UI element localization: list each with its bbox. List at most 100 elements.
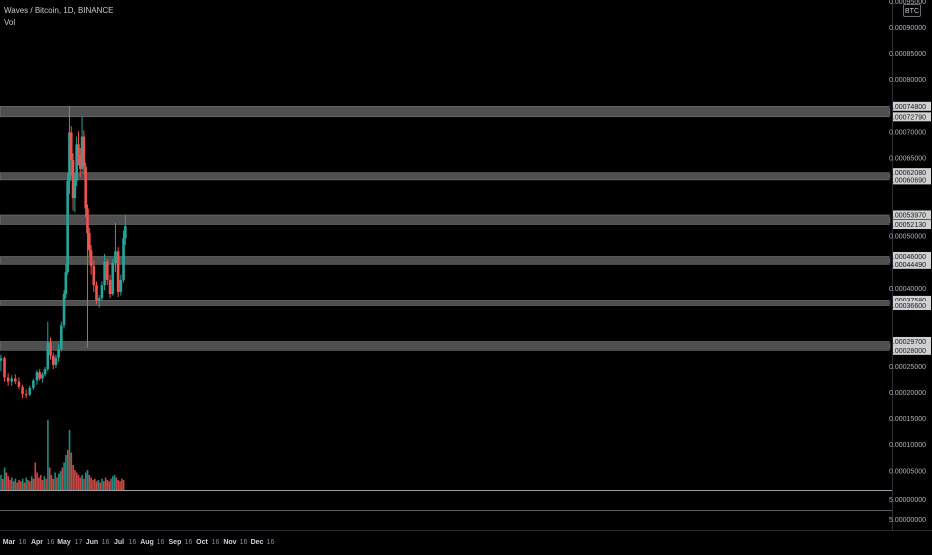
time-tick-label: 16 <box>19 539 27 546</box>
time-tick-label: 16 <box>267 539 275 546</box>
zone-label-box <box>893 168 931 178</box>
candle-body[interactable] <box>114 251 117 263</box>
candle-body[interactable] <box>95 285 98 301</box>
candle-body[interactable] <box>57 349 60 358</box>
volume-bar <box>119 481 121 490</box>
chart-title: Waves / Bitcoin, 1D, BINANCE <box>4 6 114 15</box>
candle-body[interactable] <box>87 233 91 251</box>
volume-bar <box>43 476 46 490</box>
volume-bar <box>7 476 10 490</box>
candle-body[interactable] <box>24 394 28 396</box>
price-zone-3[interactable] <box>0 256 891 265</box>
candle-body[interactable] <box>64 272 68 295</box>
candle-body[interactable] <box>103 261 106 286</box>
zone-label-text: 0.00072790 <box>889 114 926 121</box>
candle-body[interactable] <box>0 358 3 361</box>
candle-body[interactable] <box>69 132 73 161</box>
candle-body[interactable] <box>3 358 6 378</box>
candle-body[interactable] <box>106 261 109 280</box>
volume-bar <box>106 480 109 490</box>
volume-bar <box>25 477 28 490</box>
candle-body[interactable] <box>80 136 84 169</box>
price-tick-label: 0.00020000 <box>889 390 926 397</box>
candle-body[interactable] <box>43 369 47 375</box>
candle-body[interactable] <box>97 298 101 301</box>
candle-body[interactable] <box>54 357 58 365</box>
volume-bar <box>23 482 26 490</box>
currency-badge[interactable]: BTC <box>903 4 921 17</box>
zone-label-box <box>893 336 931 346</box>
volume-bar <box>81 475 83 490</box>
volume-bar <box>45 478 47 490</box>
time-tick-label: 16 <box>47 539 55 546</box>
volume-bar <box>65 455 67 490</box>
candle-body[interactable] <box>66 180 69 273</box>
time-tick-label: 16 <box>212 539 220 546</box>
price-tick-label: 0.00065000 <box>889 155 926 162</box>
candle-body[interactable] <box>84 166 87 209</box>
zone-label-box <box>893 175 931 185</box>
candle-body[interactable] <box>49 342 52 356</box>
volume-bar <box>20 481 22 490</box>
price-tick-label: 0.00040000 <box>889 286 926 293</box>
candle-body[interactable] <box>100 285 104 299</box>
candle-body[interactable] <box>14 378 17 382</box>
price-zone-2[interactable] <box>0 214 891 225</box>
candle-body[interactable] <box>62 294 66 326</box>
price-zone-4[interactable] <box>0 300 891 306</box>
price-zone-5[interactable] <box>0 341 891 351</box>
price-zone-0[interactable] <box>0 106 891 118</box>
candle-body[interactable] <box>111 262 115 295</box>
candle-body[interactable] <box>122 238 125 280</box>
candle-body[interactable] <box>41 374 44 379</box>
candle-body[interactable] <box>28 387 32 395</box>
volume-bar <box>72 465 74 490</box>
candle-body[interactable] <box>6 377 10 382</box>
candle-body[interactable] <box>78 154 82 169</box>
volume-bar <box>9 480 11 490</box>
candle-body[interactable] <box>77 144 80 155</box>
time-tick-label: 16 <box>157 539 165 546</box>
candle-body[interactable] <box>86 208 89 234</box>
volume-bar <box>110 478 112 490</box>
candle-body[interactable] <box>38 372 41 379</box>
candle-body[interactable] <box>46 342 50 370</box>
candle-body[interactable] <box>35 372 39 381</box>
candle-body[interactable] <box>10 378 14 382</box>
volume-bar <box>57 473 60 490</box>
candle-body[interactable] <box>17 381 21 387</box>
volume-bar <box>74 470 76 490</box>
candle-body[interactable] <box>68 132 71 181</box>
price-tick-label: 0.00095000 <box>889 0 926 6</box>
volume-bar <box>92 480 94 490</box>
candle-body[interactable] <box>71 160 75 199</box>
zone-label-text: 0.00060690 <box>889 177 926 184</box>
volume-bar <box>90 477 92 490</box>
candle-body[interactable] <box>82 136 86 167</box>
volume-bar <box>59 471 62 490</box>
candle-body[interactable] <box>92 265 96 286</box>
price-tick-label: 0.00005000 <box>889 468 926 475</box>
candle-body[interactable] <box>108 279 112 295</box>
price-zone-1[interactable] <box>0 172 891 181</box>
zone-label-text: 0.00036600 <box>889 303 926 310</box>
volume-bar <box>83 478 85 490</box>
candle-body[interactable] <box>60 325 63 350</box>
candle-body[interactable] <box>51 355 55 365</box>
candle-body[interactable] <box>119 279 123 292</box>
candle-body[interactable] <box>75 144 78 181</box>
candle-body[interactable] <box>124 226 127 239</box>
volume-bar <box>88 475 91 490</box>
zone-label-box <box>893 220 931 230</box>
volume-axis-tick: 5.00000000 <box>889 497 926 504</box>
zone-label-text: 0.00052130 <box>889 222 926 229</box>
candle-body[interactable] <box>21 386 24 395</box>
candle-body[interactable] <box>89 250 93 266</box>
candle-body[interactable] <box>32 380 35 388</box>
candle-body[interactable] <box>73 180 77 199</box>
zone-label-text: 0.00029700 <box>889 339 926 346</box>
candle-body[interactable] <box>116 251 120 292</box>
zone-label-box <box>893 259 931 269</box>
